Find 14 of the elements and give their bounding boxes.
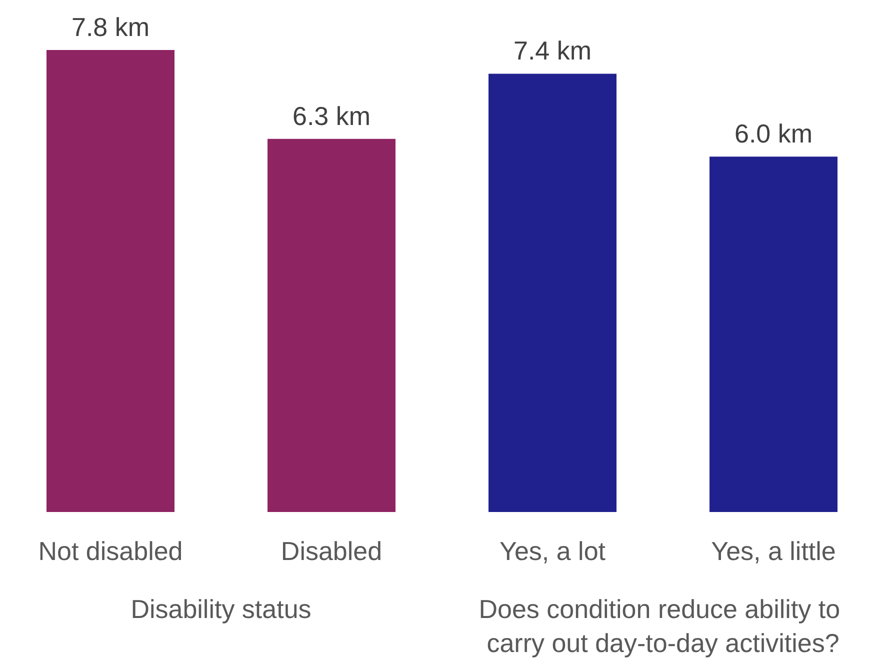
data-label: 7.8 km xyxy=(71,12,150,42)
x-tick-label: Not disabled xyxy=(38,536,183,566)
bar xyxy=(710,156,838,512)
data-label: 7.4 km xyxy=(513,36,592,66)
data-label: 6.0 km xyxy=(734,118,813,149)
bar xyxy=(488,74,616,512)
x-tick-label: Disabled xyxy=(280,536,382,566)
text: Does condition reduce ability to carry out day-to-day activities? xyxy=(478,594,848,658)
x-tick-label: Yes, a little xyxy=(711,536,836,566)
text: Disability status xyxy=(130,594,312,624)
data-label: 6.3 km xyxy=(292,100,371,131)
x-tick-label: Yes, a lot xyxy=(499,536,606,566)
bar xyxy=(46,50,174,512)
bar xyxy=(268,138,396,512)
